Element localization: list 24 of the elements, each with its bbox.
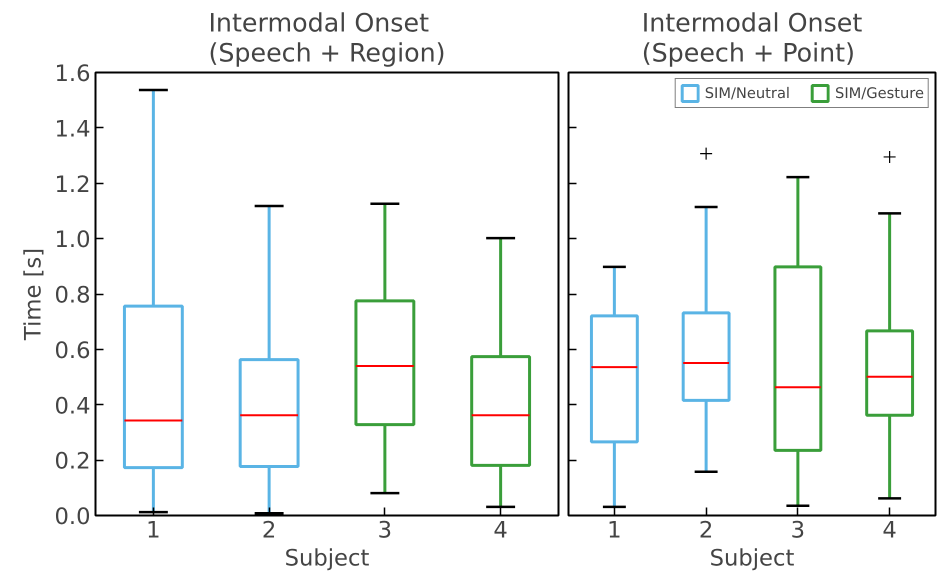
x-axis-title: Subject <box>710 546 794 572</box>
x-tick-label: 1 <box>146 518 161 544</box>
x-tick-label: 1 <box>607 518 622 544</box>
x-tick-label: 4 <box>493 518 508 544</box>
chart-title: Intermodal Onset (Speech + Region) <box>208 8 446 68</box>
y-tick-label: 0.2 <box>54 448 90 475</box>
y-tick-label: 1.6 <box>54 61 90 87</box>
y-tick-label: 1.2 <box>54 172 90 198</box>
y-tick-label: 0.6 <box>54 338 90 364</box>
chart-title: Intermodal Onset (Speech + Point) <box>642 8 862 68</box>
y-tick-label: 0.8 <box>54 282 90 308</box>
y-axis-title: Time [s] <box>20 248 46 342</box>
x-tick-label: 4 <box>882 518 897 544</box>
legend-label: SIM/Gesture <box>835 84 924 102</box>
y-tick-label: 0.4 <box>54 393 90 420</box>
y-tick-label: 1.0 <box>54 227 90 254</box>
x-tick-label: 3 <box>790 518 806 544</box>
x-tick-label: 3 <box>378 518 392 544</box>
x-tick-label: 2 <box>262 518 276 544</box>
y-tick-label: 0.0 <box>54 504 90 530</box>
x-tick-label: 2 <box>698 518 714 544</box>
y-tick-label: 1.4 <box>54 116 90 142</box>
x-axis-title: Subject <box>284 546 370 572</box>
legend-label: SIM/Neutral <box>704 84 790 102</box>
